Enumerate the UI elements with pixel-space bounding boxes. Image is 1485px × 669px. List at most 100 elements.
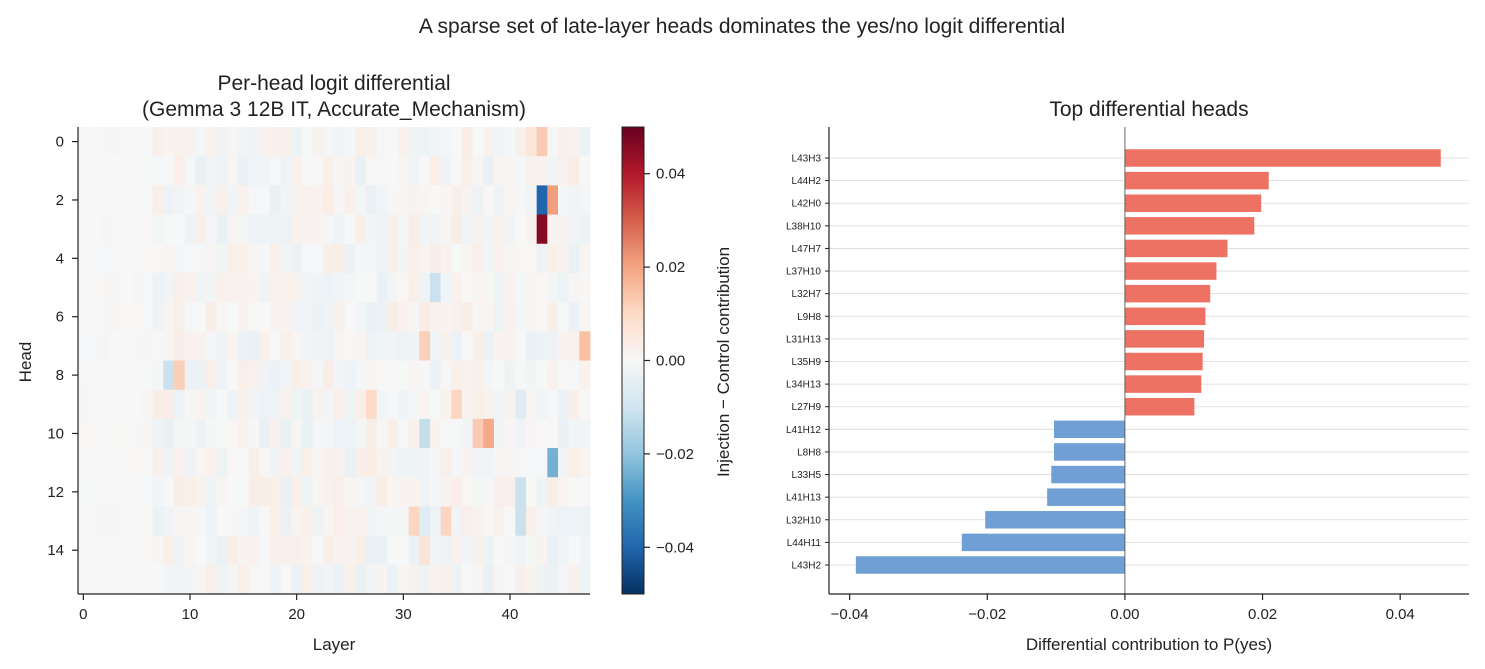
- heatmap-cell: [430, 302, 442, 332]
- heatmap-cell: [195, 127, 207, 157]
- heatmap-cell: [494, 477, 506, 507]
- heatmap-cell: [334, 185, 346, 215]
- heatmap-cell: [344, 389, 356, 420]
- heatmap-cell: [78, 185, 90, 215]
- heatmap-cell: [579, 389, 591, 420]
- heatmap-cell: [568, 214, 580, 245]
- heatmap-cell: [174, 448, 186, 478]
- heatmap-cell: [430, 535, 442, 566]
- heatmap-cell: [494, 360, 506, 391]
- heatmap-cell: [78, 477, 90, 507]
- heatmap-cell: [568, 243, 580, 274]
- heatmap-cell: [483, 243, 495, 274]
- heatmap-cell: [430, 156, 442, 186]
- heatmap-cell: [408, 127, 420, 157]
- heatmap-cell: [291, 127, 303, 157]
- heatmap-cell: [515, 477, 527, 507]
- heatmap-cell: [558, 389, 570, 420]
- heatmap-cell: [440, 302, 452, 332]
- heatmap-cell: [312, 477, 324, 507]
- heatmap-cell: [483, 127, 495, 157]
- heatmap-cell: [216, 272, 228, 303]
- heatmap-cell: [270, 360, 282, 391]
- heatmap-cell: [494, 506, 506, 537]
- heatmap-cell: [451, 389, 463, 420]
- heatmap-cell: [494, 127, 506, 157]
- heatmap-cell: [174, 477, 186, 507]
- colorbar-gradient: [621, 126, 645, 595]
- heatmap-cell: [174, 535, 186, 566]
- heatmap-cell: [376, 448, 388, 478]
- heatmap-cell: [291, 535, 303, 566]
- heatmap-cell: [483, 535, 495, 566]
- heatmap-cell: [248, 243, 260, 274]
- heatmap-cell: [366, 272, 378, 303]
- heatmap-cell: [376, 331, 388, 361]
- heatmap-cell: [568, 564, 580, 595]
- heatmap-cell: [206, 389, 218, 420]
- heatmap-cell: [88, 506, 100, 537]
- heatmap-cell: [334, 331, 346, 361]
- heatmap-cell: [291, 272, 303, 303]
- heatmap-cell: [206, 564, 218, 595]
- heatmap-cell: [110, 127, 122, 157]
- heatmap-cell: [120, 302, 132, 332]
- heatmap-cell: [195, 302, 207, 332]
- heatmap-cell: [547, 331, 559, 361]
- heatmap-cell: [131, 156, 143, 186]
- heatmap-cell: [568, 389, 580, 420]
- heatmap-cell: [110, 360, 122, 391]
- heatmap-cell: [227, 243, 239, 274]
- heatmap-cell: [312, 156, 324, 186]
- heatmap-cell: [451, 243, 463, 274]
- heatmap-cell: [216, 214, 228, 245]
- heatmap-cell: [494, 214, 506, 245]
- bar-l44h11: [961, 533, 1125, 552]
- heatmap-cell: [99, 535, 111, 566]
- heatmap-cell: [366, 448, 378, 478]
- heatmap-cell: [419, 156, 431, 186]
- heatmap-cell: [78, 418, 90, 449]
- heatmap-cell: [174, 331, 186, 361]
- heatmap-cell: [88, 185, 100, 215]
- heatmap-cell: [216, 506, 228, 537]
- heatmap-cell: [131, 389, 143, 420]
- heatmap-cell: [291, 448, 303, 478]
- heatmap-cell: [174, 127, 186, 157]
- heatmap-cell: [323, 302, 335, 332]
- heatmap-cell: [526, 389, 538, 420]
- heatmap-cell: [430, 448, 442, 478]
- heatmap-cell: [334, 214, 346, 245]
- heatmap-cell: [270, 272, 282, 303]
- heatmap-cell: [472, 535, 484, 566]
- heatmap-cell: [302, 272, 314, 303]
- heatmap-cell: [184, 243, 196, 274]
- heatmap-cell: [568, 127, 580, 157]
- heatmap-cell: [558, 535, 570, 566]
- heatmap-cell: [88, 564, 100, 595]
- heatmap-cell: [579, 214, 591, 245]
- heatmap-cell: [355, 360, 367, 391]
- heatmap-cell: [270, 156, 282, 186]
- heatmap-cell: [430, 214, 442, 245]
- heatmap-cell: [163, 331, 175, 361]
- heatmap-cell: [280, 214, 292, 245]
- heatmap-cell: [408, 272, 420, 303]
- heatmap-cell: [110, 477, 122, 507]
- heatmap-cell: [238, 127, 250, 157]
- heatmap-cell: [291, 360, 303, 391]
- heatmap-cell: [302, 302, 314, 332]
- heatmap-cell: [504, 389, 516, 420]
- heatmap-cell: [184, 331, 196, 361]
- heatmap-cell: [280, 535, 292, 566]
- heatmap-cell: [430, 506, 442, 537]
- heatmap-cell: [238, 272, 250, 303]
- heatmap-cell: [515, 272, 527, 303]
- heatmap-cell: [398, 127, 410, 157]
- heatmap-cell: [248, 272, 260, 303]
- heatmap-cell: [515, 506, 527, 537]
- heatmap-cell: [248, 535, 260, 566]
- heatmap-cell: [344, 477, 356, 507]
- heatmap-cell: [366, 302, 378, 332]
- heatmap-cell: [472, 214, 484, 245]
